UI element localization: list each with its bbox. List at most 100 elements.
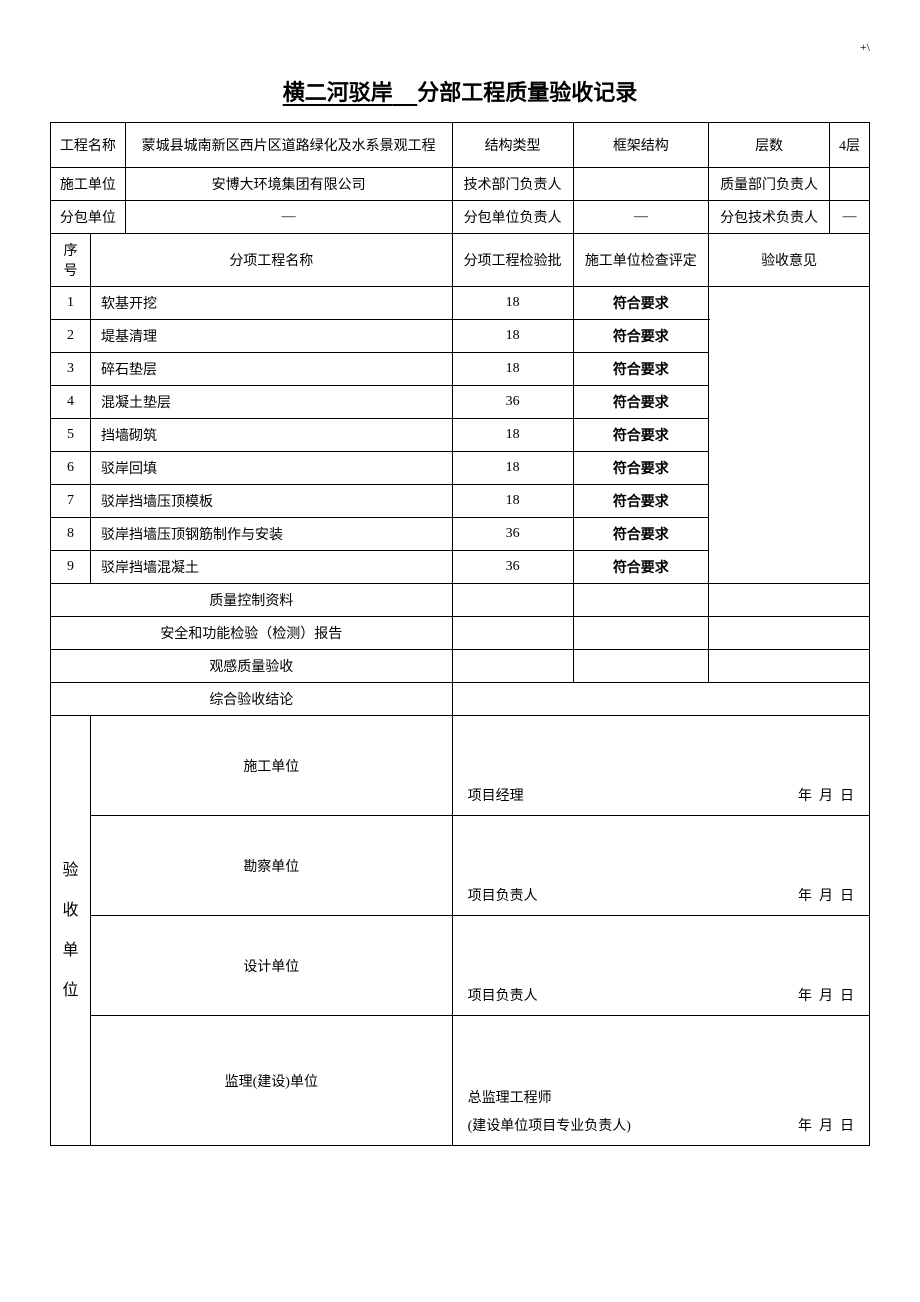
- seq-cell: 8: [51, 518, 91, 551]
- subcontractor-lead-value: —: [573, 201, 709, 234]
- batch-cell: 18: [452, 287, 573, 320]
- seq-cell: 5: [51, 419, 91, 452]
- section-appearance: 观感质量验收: [51, 650, 870, 683]
- seq-cell: 2: [51, 320, 91, 353]
- signature-survey: 勘察单位 项目负责人 年 月 日: [51, 816, 870, 916]
- empty-cell: [452, 683, 869, 716]
- table-row: 1 软基开挖 18 符合要求: [51, 287, 870, 320]
- name-cell: 软基开挖: [91, 287, 453, 320]
- column-headers: 序号 分项工程名称 分项工程检验批 施工单位检查评定 验收意见: [51, 234, 870, 287]
- sig-survey-unit: 勘察单位: [91, 816, 453, 916]
- empty-cell: [709, 650, 870, 683]
- empty-cell: [452, 584, 573, 617]
- subcontractor-lead-label: 分包单位负责人: [452, 201, 573, 234]
- page-title: 横二河驳岸 分部工程质量验收记录: [50, 75, 870, 107]
- name-cell: 堤基清理: [91, 320, 453, 353]
- sig-survey-detail: 项目负责人 年 月 日: [452, 816, 869, 916]
- structure-type-label: 结构类型: [452, 123, 573, 168]
- name-cell: 碎石垫层: [91, 353, 453, 386]
- check-cell: 符合要求: [573, 386, 709, 419]
- sig-date: 年 月 日: [798, 885, 854, 905]
- seq-cell: 3: [51, 353, 91, 386]
- batch-cell: 18: [452, 452, 573, 485]
- quality-control-label: 质量控制资料: [51, 584, 453, 617]
- subcontractor-label: 分包单位: [51, 201, 126, 234]
- tech-dept-lead-label: 技术部门负责人: [452, 168, 573, 201]
- signature-design: 设计单位 项目负责人 年 月 日: [51, 916, 870, 1016]
- tech-dept-lead-value: [573, 168, 709, 201]
- check-cell: 符合要求: [573, 518, 709, 551]
- construction-unit-label: 施工单位: [51, 168, 126, 201]
- empty-cell: [573, 650, 709, 683]
- seq-cell: 7: [51, 485, 91, 518]
- subcontractor-tech-lead-value: —: [830, 201, 870, 234]
- batch-cell: 18: [452, 419, 573, 452]
- batch-cell: 18: [452, 485, 573, 518]
- title-part2: 分部工程质量验收记录: [417, 80, 637, 105]
- name-cell: 驳岸回填: [91, 452, 453, 485]
- sig-date: 年 月 日: [798, 1115, 854, 1135]
- title-spacer: [393, 80, 417, 105]
- subcontractor-value: —: [125, 201, 452, 234]
- empty-cell: [573, 617, 709, 650]
- construction-unit-value: 安博大环境集团有限公司: [125, 168, 452, 201]
- title-part1: 横二河驳岸: [283, 80, 393, 105]
- col-seq: 序号: [51, 234, 91, 287]
- empty-cell: [709, 617, 870, 650]
- sig-role: 项目负责人: [468, 885, 538, 905]
- empty-cell: [709, 584, 870, 617]
- name-cell: 驳岸挡墙压顶钢筋制作与安装: [91, 518, 453, 551]
- name-cell: 挡墙砌筑: [91, 419, 453, 452]
- seq-cell: 4: [51, 386, 91, 419]
- sig-role: 总监理工程师: [468, 1087, 854, 1107]
- page-marker: +\: [50, 40, 870, 55]
- batch-cell: 18: [452, 320, 573, 353]
- col-acceptance: 验收意见: [709, 234, 870, 287]
- title-underline: 横二河驳岸: [283, 80, 417, 105]
- check-cell: 符合要求: [573, 353, 709, 386]
- empty-cell: [452, 617, 573, 650]
- sig-date: 年 月 日: [798, 985, 854, 1005]
- sig-role: 项目负责人: [468, 985, 538, 1005]
- seq-cell: 9: [51, 551, 91, 584]
- check-cell: 符合要求: [573, 320, 709, 353]
- name-cell: 驳岸挡墙压顶模板: [91, 485, 453, 518]
- col-inspection-batch: 分项工程检验批: [452, 234, 573, 287]
- check-cell: 符合要求: [573, 551, 709, 584]
- acceptance-cell: [709, 287, 870, 584]
- batch-cell: 36: [452, 386, 573, 419]
- sig-construction-unit: 施工单位: [91, 716, 453, 816]
- empty-cell: [573, 584, 709, 617]
- main-table: 工程名称 蒙城县城南新区西片区道路绿化及水系景观工程 结构类型 框架结构 层数 …: [50, 122, 870, 1146]
- sig-design-unit: 设计单位: [91, 916, 453, 1016]
- col-unit-check: 施工单位检查评定: [573, 234, 709, 287]
- project-name-value: 蒙城县城南新区西片区道路绿化及水系景观工程: [125, 123, 452, 168]
- sig-construction-detail: 项目经理 年 月 日: [452, 716, 869, 816]
- sig-design-detail: 项目负责人 年 月 日: [452, 916, 869, 1016]
- check-cell: 符合要求: [573, 485, 709, 518]
- section-conclusion: 综合验收结论: [51, 683, 870, 716]
- empty-cell: [452, 650, 573, 683]
- signature-supervision: 监理(建设)单位 总监理工程师 (建设单位项目专业负责人) 年 月 日: [51, 1016, 870, 1146]
- check-cell: 符合要求: [573, 287, 709, 320]
- sig-date: 年 月 日: [798, 785, 854, 805]
- name-cell: 混凝土垫层: [91, 386, 453, 419]
- floors-value: 4层: [830, 123, 870, 168]
- sig-supervision-unit: 监理(建设)单位: [91, 1016, 453, 1146]
- section-quality-control: 质量控制资料: [51, 584, 870, 617]
- sig-role2: (建设单位项目专业负责人): [468, 1115, 631, 1135]
- header-row-3: 分包单位 — 分包单位负责人 — 分包技术负责人 —: [51, 201, 870, 234]
- signature-construction: 验收单位 施工单位 项目经理 年 月 日: [51, 716, 870, 816]
- subcontractor-tech-lead-label: 分包技术负责人: [709, 201, 830, 234]
- conclusion-label: 综合验收结论: [51, 683, 453, 716]
- seq-cell: 6: [51, 452, 91, 485]
- safety-report-label: 安全和功能检验（检测）报告: [51, 617, 453, 650]
- signature-vertical-label: 验收单位: [51, 716, 91, 1146]
- batch-cell: 18: [452, 353, 573, 386]
- check-cell: 符合要求: [573, 419, 709, 452]
- section-safety-report: 安全和功能检验（检测）报告: [51, 617, 870, 650]
- seq-cell: 1: [51, 287, 91, 320]
- col-item-name: 分项工程名称: [91, 234, 453, 287]
- quality-dept-lead-value: [830, 168, 870, 201]
- header-row-1: 工程名称 蒙城县城南新区西片区道路绿化及水系景观工程 结构类型 框架结构 层数 …: [51, 123, 870, 168]
